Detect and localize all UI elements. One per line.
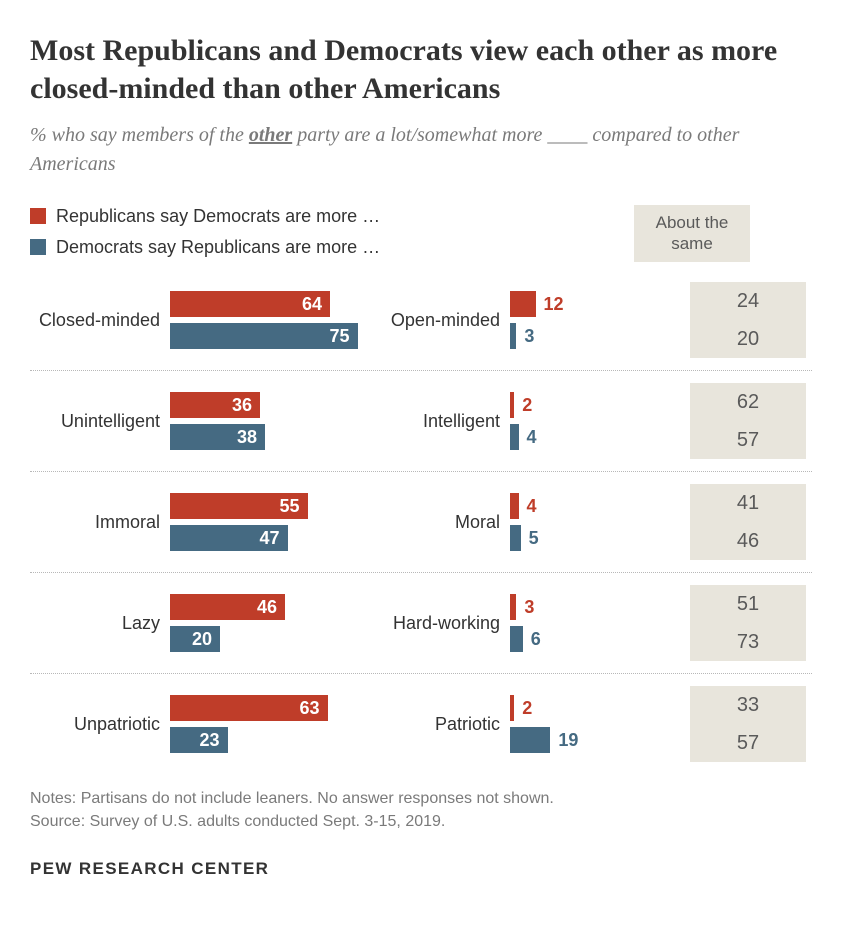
trait-row: Lazy 46 20 Hard-working 3 6 51 73 — [30, 573, 812, 674]
pos-rep-bar: 3 — [510, 592, 690, 622]
subtitle-prefix: % who say members of the — [30, 124, 249, 146]
legend-swatch-rep — [30, 208, 46, 224]
trait-row: Immoral 55 47 Moral 4 5 41 46 — [30, 472, 812, 573]
chart-rows: Closed-minded 64 75 Open-minded 12 3 24 … — [30, 270, 812, 774]
pos-dem-bar: 4 — [510, 422, 690, 452]
trait-row: Closed-minded 64 75 Open-minded 12 3 24 … — [30, 270, 812, 371]
neg-label: Unpatriotic — [30, 714, 170, 735]
pos-label: Hard-working — [370, 613, 510, 634]
about-same-column: 41 46 — [690, 484, 806, 560]
about-same-header: About the same — [634, 205, 750, 262]
positive-column: Hard-working 3 6 — [370, 585, 690, 661]
legend-rep-label: Republicans say Democrats are more … — [56, 201, 380, 232]
pos-rep-bar: 2 — [510, 693, 690, 723]
legend-dem: Democrats say Republicans are more … — [30, 232, 634, 263]
same-dem-value: 46 — [737, 522, 759, 560]
negative-column: Unpatriotic 63 23 — [30, 686, 370, 762]
pos-rep-bar: 4 — [510, 491, 690, 521]
subtitle-underline: other — [249, 124, 292, 146]
about-same-column: 24 20 — [690, 282, 806, 358]
pos-rep-bar: 2 — [510, 390, 690, 420]
same-dem-value: 73 — [737, 623, 759, 661]
neg-rep-bar: 63 — [170, 693, 370, 723]
same-dem-value: 57 — [737, 421, 759, 459]
pos-dem-bar: 3 — [510, 321, 690, 351]
same-dem-value: 20 — [737, 320, 759, 358]
chart-subtitle: % who say members of the other party are… — [30, 121, 812, 179]
pos-label: Open-minded — [370, 310, 510, 331]
chart-title: Most Republicans and Democrats view each… — [30, 32, 812, 107]
positive-column: Moral 4 5 — [370, 484, 690, 560]
about-same-column: 33 57 — [690, 686, 806, 762]
pos-dem-bar: 6 — [510, 624, 690, 654]
negative-column: Unintelligent 36 38 — [30, 383, 370, 459]
neg-rep-bar: 55 — [170, 491, 370, 521]
negative-column: Lazy 46 20 — [30, 585, 370, 661]
notes-line-1: Notes: Partisans do not include leaners.… — [30, 788, 812, 810]
legend: Republicans say Democrats are more … Dem… — [30, 201, 812, 262]
legend-dem-label: Democrats say Republicans are more … — [56, 232, 380, 263]
neg-rep-bar: 46 — [170, 592, 370, 622]
neg-dem-bar: 38 — [170, 422, 370, 452]
neg-rep-bar: 36 — [170, 390, 370, 420]
pos-dem-bar: 19 — [510, 725, 690, 755]
pos-rep-bar: 12 — [510, 289, 690, 319]
about-same-column: 51 73 — [690, 585, 806, 661]
neg-label: Closed-minded — [30, 310, 170, 331]
positive-column: Open-minded 12 3 — [370, 282, 690, 358]
neg-label: Lazy — [30, 613, 170, 634]
same-rep-value: 41 — [737, 484, 759, 522]
neg-label: Immoral — [30, 512, 170, 533]
negative-column: Closed-minded 64 75 — [30, 282, 370, 358]
pos-dem-bar: 5 — [510, 523, 690, 553]
trait-row: Unintelligent 36 38 Intelligent 2 4 62 5… — [30, 371, 812, 472]
pos-label: Intelligent — [370, 411, 510, 432]
neg-dem-bar: 23 — [170, 725, 370, 755]
positive-column: Patriotic 2 19 — [370, 686, 690, 762]
neg-dem-bar: 20 — [170, 624, 370, 654]
same-rep-value: 62 — [737, 383, 759, 421]
legend-rep: Republicans say Democrats are more … — [30, 201, 634, 232]
positive-column: Intelligent 2 4 — [370, 383, 690, 459]
neg-dem-bar: 47 — [170, 523, 370, 553]
neg-dem-bar: 75 — [170, 321, 370, 351]
pos-label: Moral — [370, 512, 510, 533]
same-rep-value: 24 — [737, 282, 759, 320]
same-rep-value: 33 — [737, 686, 759, 724]
pos-label: Patriotic — [370, 714, 510, 735]
trait-row: Unpatriotic 63 23 Patriotic 2 19 33 57 — [30, 674, 812, 774]
about-same-column: 62 57 — [690, 383, 806, 459]
notes: Notes: Partisans do not include leaners.… — [30, 788, 812, 833]
notes-line-2: Source: Survey of U.S. adults conducted … — [30, 811, 812, 833]
legend-swatch-dem — [30, 239, 46, 255]
negative-column: Immoral 55 47 — [30, 484, 370, 560]
neg-rep-bar: 64 — [170, 289, 370, 319]
footer-attribution: PEW RESEARCH CENTER — [30, 859, 812, 879]
neg-label: Unintelligent — [30, 411, 170, 432]
same-dem-value: 57 — [737, 724, 759, 762]
same-rep-value: 51 — [737, 585, 759, 623]
